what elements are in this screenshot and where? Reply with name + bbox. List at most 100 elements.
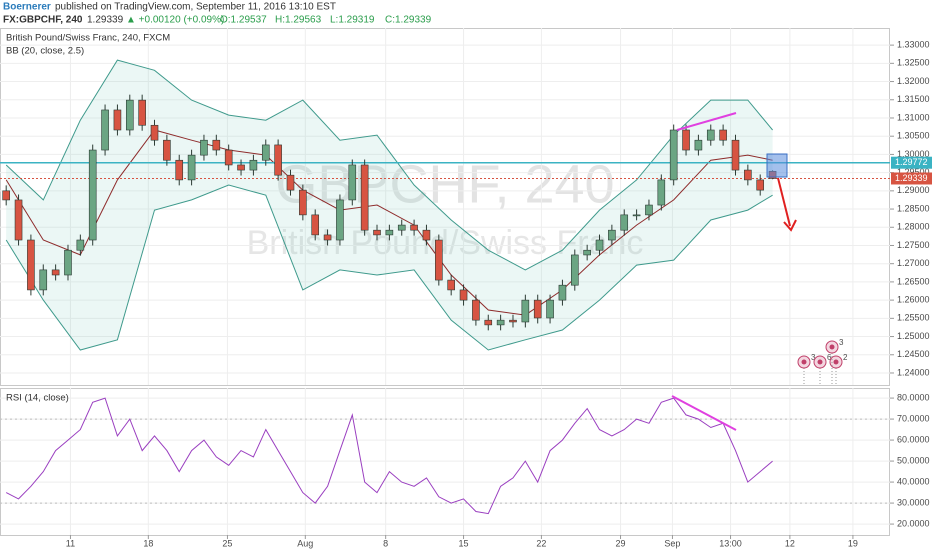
trend-line: [671, 395, 737, 431]
y-tick-label: 1.29500: [897, 167, 930, 177]
candle-body: [595, 239, 604, 251]
candle-body: [88, 149, 97, 241]
y-tick-label: 1.26000: [897, 294, 930, 304]
rsi-pane: [0, 388, 890, 536]
candle-body: [150, 124, 159, 141]
candle-body: [27, 239, 35, 291]
candle-body: [422, 229, 431, 241]
y-tick-label: 1.28000: [897, 222, 930, 232]
y-tick-label: 1.24000: [897, 367, 930, 377]
candle-body: [620, 214, 629, 231]
x-tick-label: 12: [785, 538, 795, 548]
candle-body: [608, 229, 616, 241]
candle-body: [51, 269, 60, 276]
candle-body: [694, 139, 703, 151]
candle-body: [274, 144, 282, 176]
event-count: 6: [827, 353, 832, 362]
candle-body: [645, 204, 653, 216]
price-label-box: [891, 156, 932, 169]
candle-body: [459, 289, 468, 301]
y-tick-label: 1.30500: [897, 131, 930, 141]
x-tick-label: 22: [536, 538, 546, 548]
price-label: 1.29772: [895, 157, 928, 167]
candle-body: [410, 224, 418, 231]
candle-body: [39, 269, 48, 291]
arrow-shaft: [777, 177, 791, 227]
x-tick-label: 19: [848, 538, 858, 548]
event-count: 3: [811, 353, 816, 362]
y-tick-label: 30.0000: [897, 497, 930, 507]
y-tick-label: 1.28500: [897, 203, 930, 213]
y-tick-label: 1.27000: [897, 258, 930, 268]
candle-body: [175, 159, 184, 181]
rsi-line: [5, 397, 773, 515]
arrow-head: [783, 219, 797, 232]
price-pane: [0, 28, 890, 386]
ohlc-low: L:1.29319: [330, 15, 375, 26]
ohlc-high: H:1.29563: [275, 15, 322, 26]
ohlc-open: O:1.29537: [220, 15, 267, 26]
band-lower: [5, 184, 773, 351]
candle-body: [311, 214, 320, 236]
y-tick-label: 70.0000: [897, 413, 930, 423]
y-tick-label: 1.26500: [897, 276, 930, 286]
candle-body: [744, 169, 752, 181]
candle-body: [101, 109, 109, 151]
candle-body: [64, 249, 72, 276]
x-tick-label: Sep: [664, 538, 680, 548]
y-tick-label: 1.25000: [897, 331, 930, 341]
y-tick-label: 1.27500: [897, 240, 930, 250]
last-price: 1.29339: [87, 15, 124, 26]
candle-body: [360, 164, 369, 231]
y-tick-label: 1.33000: [897, 39, 930, 49]
published: published on TradingView.com, September …: [55, 2, 336, 13]
candle-body: [731, 139, 740, 171]
ohlc-close: C:1.29339: [385, 15, 432, 26]
candle-body: [558, 284, 567, 301]
candle-body: [546, 299, 554, 319]
candle-body: [224, 149, 233, 166]
price-label: 1.29339: [895, 173, 928, 183]
y-tick-label: 80.0000: [897, 392, 930, 402]
band-upper: [5, 59, 773, 271]
x-tick-label: 13:00: [719, 538, 742, 548]
y-tick-label: 1.31500: [897, 94, 930, 104]
x-tick-label: Aug: [297, 538, 313, 548]
y-tick-label: 60.0000: [897, 434, 930, 444]
candle-body: [373, 229, 381, 236]
candle-body: [756, 179, 765, 191]
x-tick-label: 25: [222, 538, 232, 548]
x-tick-label: 11: [66, 538, 75, 548]
candle-body: [286, 174, 295, 191]
candle-body: [187, 154, 196, 181]
y-tick-label: 1.25500: [897, 313, 930, 323]
price-label-box: [891, 172, 932, 185]
x-tick-label: 15: [459, 538, 469, 548]
candle-body: [212, 139, 221, 151]
y-tick-label: 1.32500: [897, 58, 930, 68]
event-icon-core: [833, 359, 839, 365]
candle-body: [14, 199, 23, 241]
change: ▲ +0.00120 (+0.09%): [126, 15, 224, 26]
candle-body: [299, 189, 307, 216]
candle-body: [719, 129, 727, 141]
candle-body: [200, 139, 208, 156]
candle-body: [76, 239, 85, 251]
candle-body: [682, 129, 690, 151]
candle-body: [669, 129, 678, 181]
candle-body: [447, 279, 455, 291]
x-tick-label: 8: [383, 538, 388, 548]
candle-body: [583, 249, 591, 256]
candle-body: [484, 319, 493, 326]
band-fill: [6, 60, 773, 350]
author[interactable]: Boernerer: [3, 2, 51, 13]
candle-body: [125, 99, 134, 131]
y-tick-label: 20.0000: [897, 518, 930, 528]
candle-body: [163, 139, 171, 161]
candle-body: [533, 299, 542, 319]
event-icon-core: [817, 359, 823, 365]
candle-body: [570, 254, 579, 286]
candle-body: [237, 164, 245, 171]
